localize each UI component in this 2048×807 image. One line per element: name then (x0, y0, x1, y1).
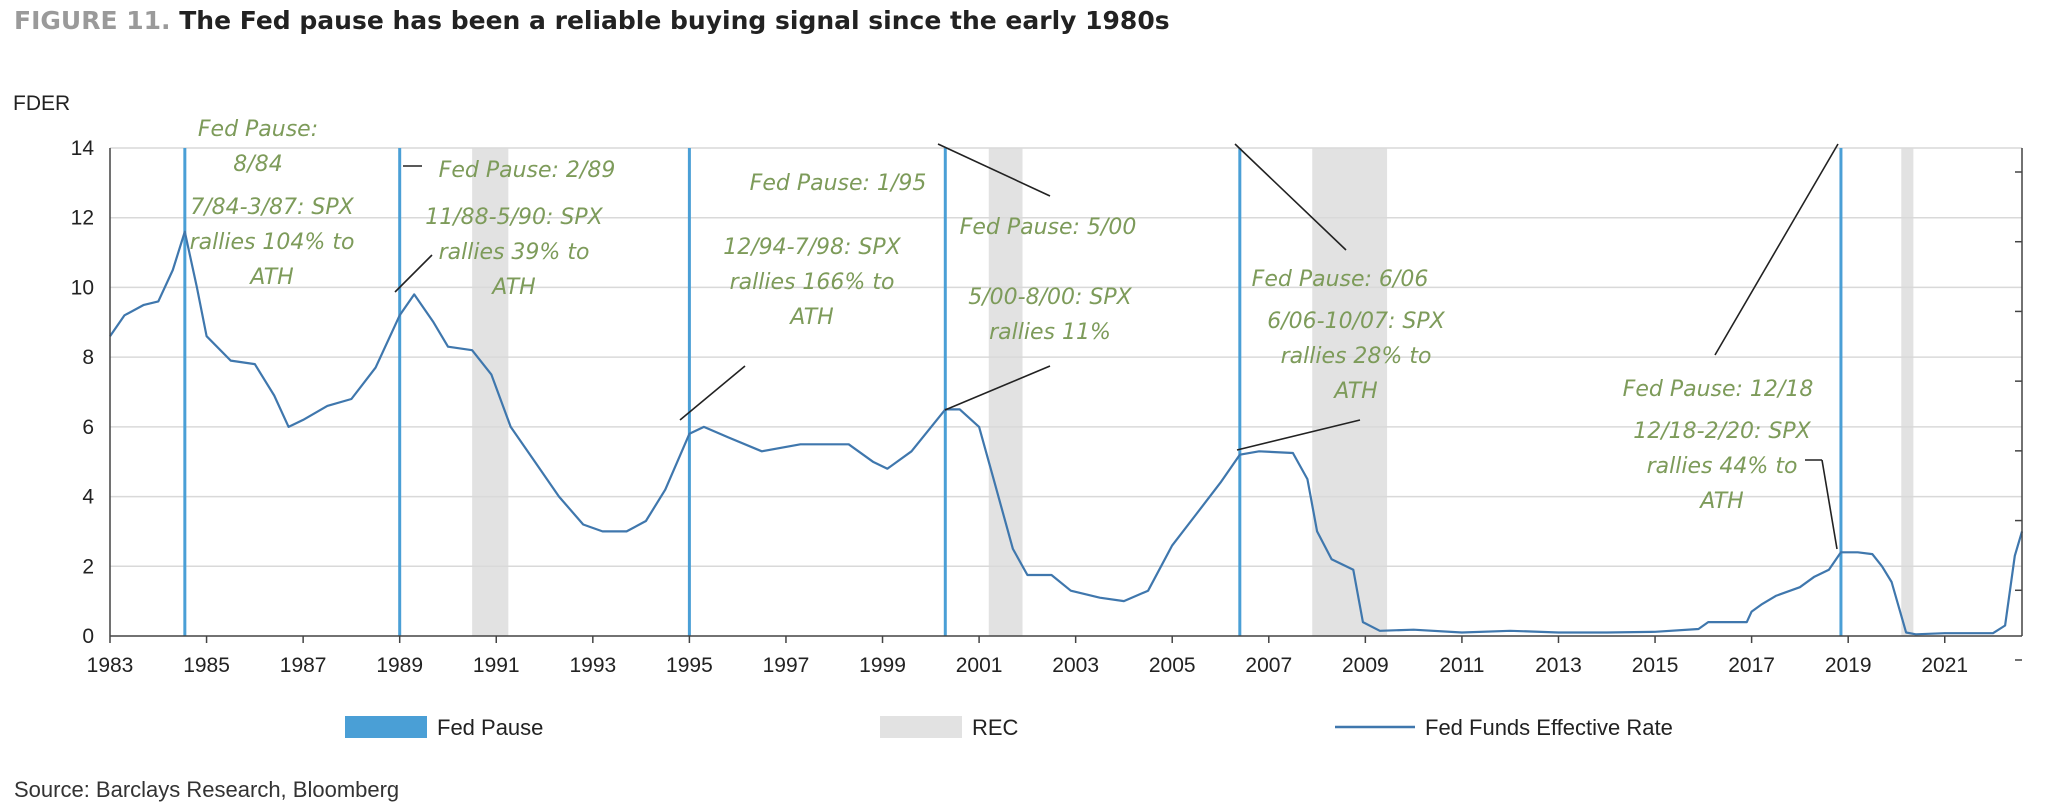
x-tick-label-1999: 1999 (859, 654, 906, 677)
annotation-3: 11/88-5/90: SPX rallies 39% to ATH (425, 205, 603, 300)
legend-swatch-rec (880, 716, 962, 738)
figure-label: FIGURE 11. (14, 6, 171, 35)
annotation-leader-9 (1821, 459, 1838, 550)
axes (109, 148, 2023, 661)
fed-funds-rate-line (109, 230, 2024, 636)
annotation-9: 6/06-10/07: SPX rallies 28% to ATH (1267, 309, 1445, 404)
y-tick-label-2: 2 (82, 555, 94, 578)
annotation-line: Fed Pause: 2/89 (439, 158, 616, 183)
annotation-leader-6 (1236, 419, 1361, 451)
annotation-8: Fed Pause: 6/06 (1252, 267, 1429, 292)
annotation-line: rallies 11% (989, 320, 1111, 345)
annotation-line: Fed Pause: 12/18 (1623, 377, 1814, 402)
x-tick-label-2009: 2009 (1342, 654, 1389, 677)
legend-label-rate: Fed Funds Effective Rate (1425, 715, 1673, 740)
annotations: Fed Pause: 8/84 7/84-3/87: SPX rallies 104%… (190, 117, 1814, 514)
annotation-line: 7/84-3/87: SPX (190, 195, 354, 220)
legend-label-pause: Fed Pause (437, 715, 543, 740)
y-tick-labels: 0 2 4 6 8 10 12 14 (71, 137, 95, 648)
annotation-10: Fed Pause: 12/18 (1623, 377, 1814, 402)
legend: Fed Pause REC Fed Funds Effective Rate (345, 715, 1673, 740)
x-tick-label-2015: 2015 (1632, 654, 1679, 677)
y-tick-label-4: 4 (82, 486, 94, 509)
x-tick-label-2013: 2013 (1535, 654, 1582, 677)
fed-pause-lines (183, 148, 1843, 636)
x-tick-label-2005: 2005 (1149, 654, 1196, 677)
y-tick-label-14: 14 (71, 137, 95, 160)
rate-series (109, 230, 2024, 636)
x-tick-label-2011: 2011 (1439, 654, 1484, 677)
x-tick-label-1995: 1995 (666, 654, 713, 677)
title-text: The Fed pause has been a reliable buying… (179, 6, 1170, 35)
x-tick-label-2017: 2017 (1728, 654, 1775, 677)
annotation-leader-0 (394, 254, 433, 293)
x-tick-label-1987: 1987 (280, 654, 327, 677)
annotation-line: Fed Pause: 6/06 (1252, 267, 1429, 292)
y-tick-label-8: 8 (82, 346, 94, 369)
x-tick-label-1989: 1989 (376, 654, 423, 677)
x-tick-label-2021: 2021 (1921, 654, 1968, 677)
annotation-line: ATH (248, 265, 293, 290)
annotation-leader-4 (944, 365, 1051, 411)
chart: FDER 0 2 4 6 8 10 12 14 1983 1985 1987 1989 1991 199… (13, 92, 2024, 740)
annotation-line: ATH (1332, 379, 1377, 404)
x-tick-label-2007: 2007 (1245, 654, 1292, 677)
annotation-leader-3 (937, 143, 1051, 197)
annotation-leader-5 (1234, 143, 1347, 251)
x-tick-label-1983: 1983 (87, 654, 134, 677)
y-tick-label-10: 10 (71, 276, 94, 299)
x-tick-label-1997: 1997 (763, 654, 810, 677)
annotation-leader-7 (1714, 143, 1839, 356)
annotation-line: 12/18-2/20: SPX (1633, 419, 1811, 444)
chart-title: FIGURE 11. The Fed pause has been a reli… (14, 6, 1170, 35)
annotation-4: Fed Pause: 1/95 (750, 171, 927, 196)
annotation-2: Fed Pause: 2/89 (439, 158, 616, 183)
x-tick-label-2003: 2003 (1052, 654, 1099, 677)
annotation-line: ATH (490, 275, 535, 300)
annotation-line: rallies 28% to (1281, 344, 1432, 369)
annotation-line: ATH (788, 305, 833, 330)
annotation-7: 5/00-8/00: SPX rallies 11% (968, 285, 1132, 345)
annotation-line: rallies 44% to (1647, 454, 1798, 479)
x-tick-label-1993: 1993 (569, 654, 616, 677)
gridlines (110, 147, 2022, 568)
annotation-line: Fed Pause: (198, 117, 318, 142)
x-tick-label-2001: 2001 (956, 654, 1003, 677)
annotation-line: 8/84 (233, 152, 282, 177)
legend-label-rec: REC (972, 715, 1019, 740)
legend-swatch-pause (345, 716, 427, 738)
annotation-line: rallies 39% to (439, 240, 590, 265)
recession-band-3 (1901, 148, 1914, 636)
annotation-line: 11/88-5/90: SPX (425, 205, 603, 230)
y-tick-label-6: 6 (82, 416, 94, 439)
annotation-1: 7/84-3/87: SPX rallies 104% to ATH (190, 195, 355, 290)
annotation-line: rallies 166% to (730, 270, 895, 295)
annotation-line: 5/00-8/00: SPX (968, 285, 1132, 310)
x-tick-label-1991: 1991 (473, 654, 520, 677)
annotation-0: Fed Pause: 8/84 (198, 117, 318, 177)
annotation-line: 12/94-7/98: SPX (723, 235, 901, 260)
y-axis-label: FDER (13, 92, 70, 115)
x-tick-label-1985: 1985 (183, 654, 230, 677)
annotation-line: 6/06-10/07: SPX (1267, 309, 1445, 334)
annotation-6: Fed Pause: 5/00 (960, 215, 1137, 240)
x-tick-label-2019: 2019 (1825, 654, 1872, 677)
source-note: Source: Barclays Research, Bloomberg (14, 777, 400, 802)
x-tick-labels: 1983 1985 1987 1989 1991 1993 1995 1997 1999 2001… (87, 654, 1968, 677)
recession-band-0 (472, 148, 509, 636)
y-tick-label-0: 0 (82, 625, 94, 648)
annotation-line: Fed Pause: 1/95 (750, 171, 927, 196)
annotation-line: ATH (1698, 489, 1743, 514)
annotation-5: 12/94-7/98: SPX rallies 166% to ATH (723, 235, 901, 330)
annotation-line: rallies 104% to (190, 230, 355, 255)
y-tick-label-12: 12 (71, 207, 94, 230)
annotation-11: 12/18-2/20: SPX rallies 44% to ATH (1633, 419, 1811, 514)
annotation-line: Fed Pause: 5/00 (960, 215, 1137, 240)
annotation-leader-2 (679, 365, 746, 421)
annotation-leaders (394, 143, 1839, 550)
recession-bands (472, 148, 1914, 636)
